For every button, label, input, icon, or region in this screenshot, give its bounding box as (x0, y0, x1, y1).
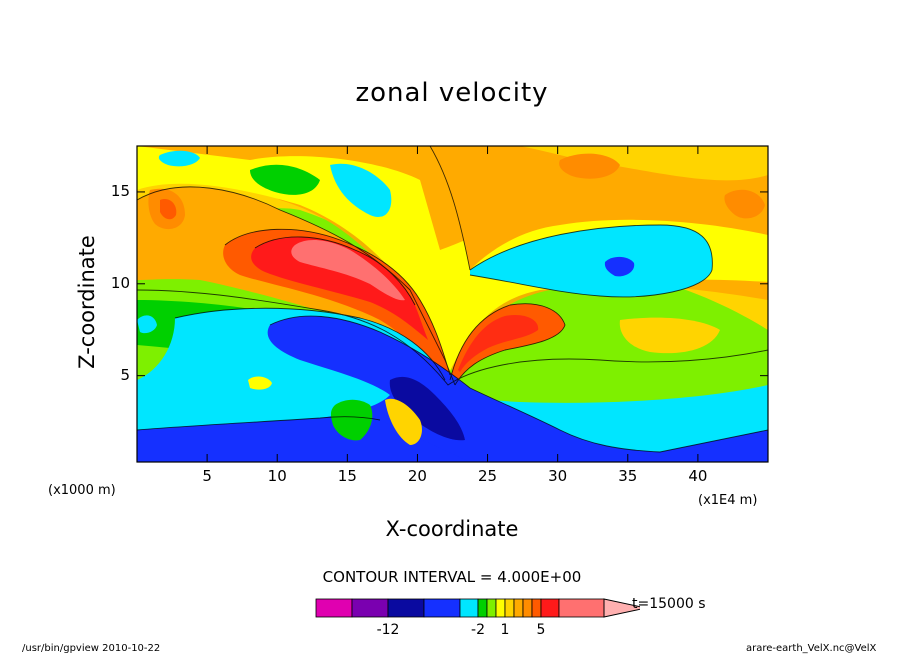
x-tick-label: 35 (618, 467, 638, 485)
colorbar-swatch (387, 598, 425, 618)
axis-ticks (137, 146, 768, 462)
colorbar-swatch (423, 598, 461, 618)
colorbar-swatch (486, 598, 497, 618)
y-unit-label: (x1000 m) (48, 483, 116, 498)
colorbar-tick-label: -2 (471, 622, 485, 638)
colorbar-swatch (351, 598, 389, 618)
x-tick-label: 30 (548, 467, 568, 485)
x-tick-label: 20 (407, 467, 427, 485)
colorbar-tick-label: 5 (536, 622, 546, 638)
x-tick-label: 15 (337, 467, 357, 485)
colorbar (315, 598, 640, 618)
x-tick-label: 5 (202, 467, 212, 485)
x-tick-label: 25 (478, 467, 498, 485)
chart-title: zonal velocity (355, 78, 549, 108)
colorbar-swatch (504, 598, 515, 618)
contour-interval-text: CONTOUR INTERVAL = 4.000E+00 (322, 568, 582, 586)
y-axis-title: Z-coordinate (75, 235, 99, 369)
colorbar-tick-label: -12 (376, 622, 400, 638)
colorbar-extension-triangle (603, 598, 640, 618)
colorbar-swatch (459, 598, 479, 618)
colorbar-swatch (477, 598, 488, 618)
y-tick-label: 10 (110, 273, 130, 292)
x-unit-label: (x1E4 m) (698, 493, 758, 508)
colorbar-swatch (531, 598, 542, 618)
time-label: t=15000 s (632, 596, 706, 612)
contour-lines (137, 146, 768, 453)
colorbar-swatch (540, 598, 560, 618)
colorbar-swatch (558, 598, 605, 618)
colorbar-swatch (495, 598, 506, 618)
y-tick-label: 5 (120, 365, 130, 384)
contour-fill-layer (137, 146, 768, 462)
colorbar-swatch (513, 598, 524, 618)
x-axis-title: X-coordinate (385, 517, 519, 541)
plot-frame (136, 145, 769, 463)
colorbar-tick-label: 1 (500, 622, 510, 638)
footer-left: /usr/bin/gpview 2010-10-22 (22, 643, 161, 654)
footer-right: arare-earth_VelX.nc@VelX (746, 643, 877, 654)
x-tick-label: 40 (688, 467, 708, 485)
colorbar-swatch (522, 598, 533, 618)
colorbar-swatch (315, 598, 353, 618)
y-tick-label: 15 (110, 181, 130, 200)
x-tick-label: 10 (267, 467, 287, 485)
